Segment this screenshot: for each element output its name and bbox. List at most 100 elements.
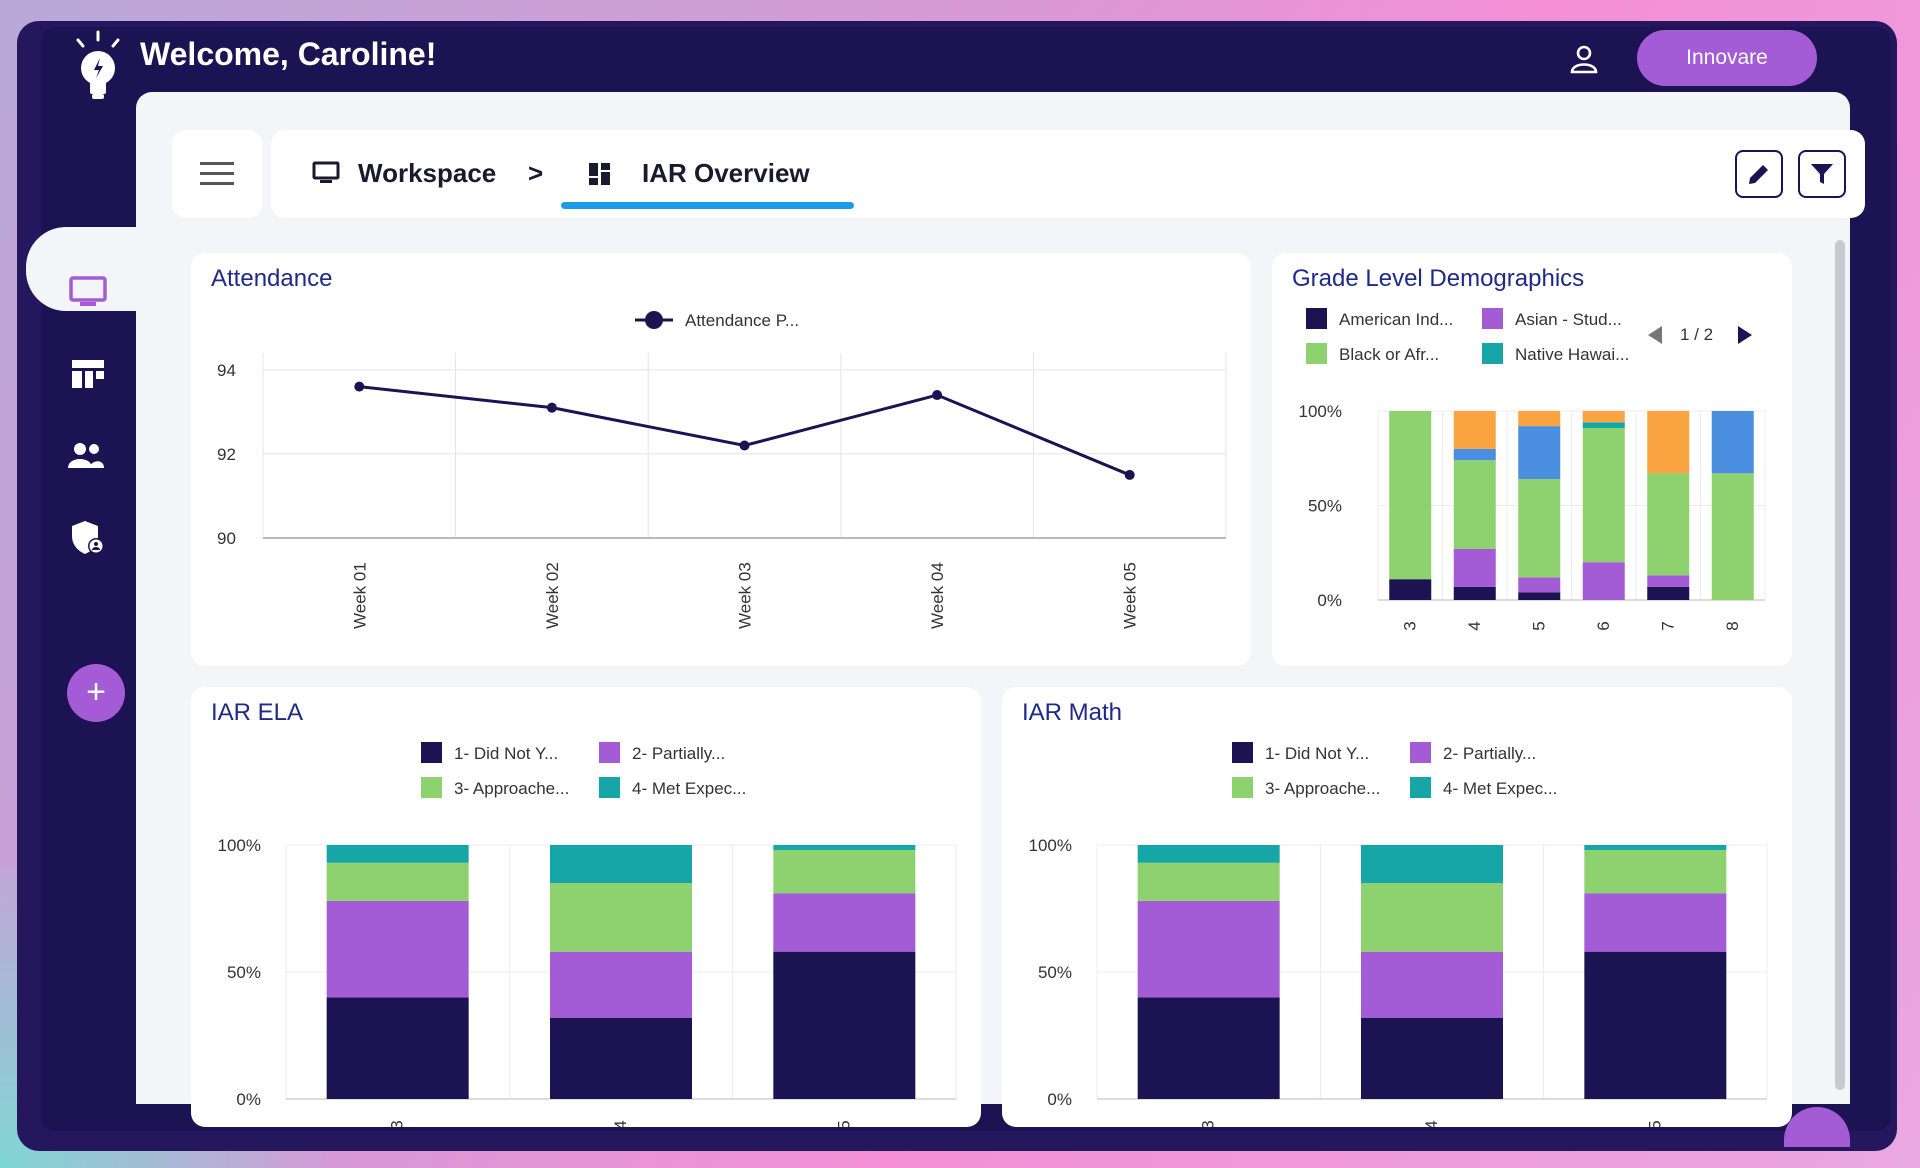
- bar-segment[interactable]: [1584, 951, 1727, 1099]
- x-tick-label: Week 01: [350, 562, 369, 629]
- legend-item[interactable]: 1- Did Not Y...: [1232, 742, 1369, 764]
- bar-segment[interactable]: [1518, 577, 1561, 593]
- bar-segment[interactable]: [773, 845, 916, 851]
- bar-segment[interactable]: [550, 883, 692, 952]
- bar-segment[interactable]: [1361, 845, 1503, 884]
- bar-segment[interactable]: [1453, 548, 1496, 587]
- filter-icon: [1811, 164, 1833, 184]
- data-point[interactable]: [1124, 469, 1135, 480]
- y-tick-label: 0%: [1317, 591, 1342, 610]
- bar-segment[interactable]: [1137, 997, 1280, 1099]
- bar-segment[interactable]: [1582, 422, 1625, 429]
- bar-segment[interactable]: [1453, 411, 1496, 449]
- legend-label: 2- Partially...: [632, 744, 726, 763]
- x-tick-label: 4: [611, 1120, 630, 1127]
- legend-item[interactable]: 2- Partially...: [599, 742, 725, 764]
- dashboard-icon: [589, 163, 610, 185]
- shield-user-icon[interactable]: [68, 518, 108, 558]
- legend-label[interactable]: Attendance P...: [685, 311, 799, 330]
- data-point[interactable]: [739, 440, 750, 451]
- bar-segment[interactable]: [1647, 586, 1690, 600]
- pager-next-icon[interactable]: [1736, 325, 1754, 345]
- bar-segment[interactable]: [1518, 592, 1561, 600]
- data-point[interactable]: [932, 390, 943, 401]
- filter-button[interactable]: [1798, 150, 1846, 198]
- pager-prev-icon[interactable]: [1646, 325, 1664, 345]
- bar-segment[interactable]: [1518, 411, 1561, 427]
- bar-segment[interactable]: [1584, 845, 1727, 851]
- legend-item[interactable]: 3- Approache...: [421, 777, 569, 799]
- legend-label: Asian - Stud...: [1515, 310, 1622, 329]
- legend-item[interactable]: Asian - Stud...: [1482, 308, 1622, 330]
- bar-segment[interactable]: [326, 862, 469, 901]
- bar-segment[interactable]: [1137, 900, 1280, 998]
- legend-item[interactable]: 1- Did Not Y...: [421, 742, 558, 764]
- breadcrumb-current[interactable]: IAR Overview: [642, 158, 810, 188]
- bar-segment[interactable]: [1137, 845, 1280, 863]
- people-icon[interactable]: [66, 436, 106, 476]
- bar-segment[interactable]: [773, 951, 916, 1099]
- bar-segment[interactable]: [550, 1017, 692, 1099]
- legend-swatch: [1232, 777, 1253, 798]
- bar-segment[interactable]: [1647, 411, 1690, 474]
- legend-item[interactable]: 4- Met Expec...: [1410, 777, 1557, 799]
- monitor-icon: [312, 161, 340, 183]
- legend-item[interactable]: 4- Met Expec...: [599, 777, 746, 799]
- bar-segment[interactable]: [1453, 586, 1496, 600]
- bar-segment[interactable]: [1711, 411, 1754, 474]
- sidebar-active-tab: [26, 227, 154, 311]
- y-tick-label: 100%: [1029, 836, 1072, 855]
- bar-segment[interactable]: [1137, 862, 1280, 901]
- x-tick-label: 4: [1422, 1120, 1441, 1127]
- legend-marker: [645, 311, 663, 329]
- active-tab-underline: [561, 202, 854, 209]
- bar-segment[interactable]: [1582, 428, 1625, 563]
- bar-segment[interactable]: [550, 951, 692, 1018]
- bar-segment[interactable]: [1647, 575, 1690, 587]
- bar-segment[interactable]: [326, 845, 469, 863]
- innovare-button[interactable]: Innovare: [1637, 30, 1817, 86]
- bar-segment[interactable]: [773, 893, 916, 952]
- legend-item[interactable]: 3- Approache...: [1232, 777, 1380, 799]
- hamburger-menu-icon[interactable]: [200, 161, 234, 187]
- bar-segment[interactable]: [1518, 426, 1561, 480]
- breadcrumb-workspace[interactable]: Workspace: [358, 158, 497, 188]
- bar-segment[interactable]: [1582, 562, 1625, 600]
- bar-segment[interactable]: [1389, 579, 1432, 600]
- x-tick-label: 3: [1400, 621, 1419, 630]
- bar-segment[interactable]: [1389, 411, 1432, 580]
- bar-segment[interactable]: [1361, 1017, 1503, 1099]
- bar-segment[interactable]: [326, 900, 469, 998]
- bar-segment[interactable]: [550, 845, 692, 884]
- legend-item[interactable]: 2- Partially...: [1410, 742, 1536, 764]
- legend-item[interactable]: American Ind...: [1306, 308, 1453, 330]
- bar-segment[interactable]: [1584, 893, 1727, 952]
- legend-item[interactable]: Native Hawai...: [1482, 343, 1629, 365]
- monitor-icon[interactable]: [68, 272, 108, 312]
- legend-label: 1- Did Not Y...: [454, 744, 559, 763]
- lightbulb-icon: [76, 30, 120, 99]
- vertical-scrollbar[interactable]: [1835, 240, 1845, 1090]
- bar-segment[interactable]: [1453, 448, 1496, 461]
- legend-swatch: [1410, 777, 1431, 798]
- x-tick-label: Week 02: [543, 562, 562, 629]
- legend-swatch: [1410, 742, 1431, 763]
- data-point[interactable]: [546, 402, 557, 413]
- bar-segment[interactable]: [1361, 883, 1503, 952]
- bar-segment[interactable]: [1582, 411, 1625, 423]
- bar-segment[interactable]: [1647, 473, 1690, 576]
- dashboard-icon[interactable]: [68, 354, 108, 394]
- bar-segment[interactable]: [326, 997, 469, 1099]
- data-point[interactable]: [354, 381, 365, 392]
- legend-label: 1- Did Not Y...: [1265, 744, 1370, 763]
- add-button[interactable]: +: [67, 664, 125, 722]
- bar-segment[interactable]: [1361, 951, 1503, 1018]
- user-icon[interactable]: [1567, 42, 1601, 76]
- legend-item[interactable]: Black or Afr...: [1306, 343, 1439, 365]
- bar-segment[interactable]: [1711, 473, 1754, 600]
- bar-segment[interactable]: [1518, 479, 1561, 578]
- edit-button[interactable]: [1735, 150, 1783, 198]
- bar-segment[interactable]: [1453, 460, 1496, 549]
- bar-segment[interactable]: [773, 850, 916, 894]
- bar-segment[interactable]: [1584, 850, 1727, 894]
